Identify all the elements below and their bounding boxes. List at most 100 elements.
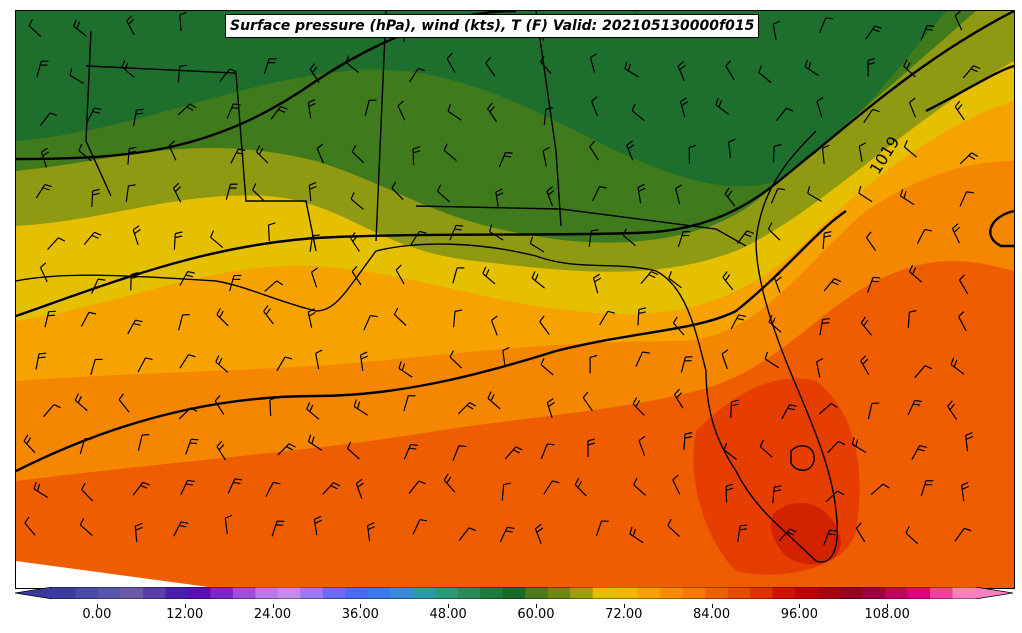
wind-barb: [539, 55, 552, 75]
colorbar-segment: [502, 587, 526, 599]
wind-barb: [778, 528, 797, 542]
wind-barb: [920, 24, 935, 41]
wind-barb: [804, 59, 819, 77]
wind-barb: [457, 402, 477, 415]
wind-barb: [277, 443, 296, 456]
wind-barb: [867, 57, 876, 77]
band-red: [770, 502, 841, 565]
wind-barb: [961, 481, 970, 502]
wind-barb: [366, 522, 376, 542]
wind-barb: [173, 231, 183, 250]
wind-barb: [353, 399, 368, 416]
wind-barb: [865, 25, 882, 40]
wind-barb: [962, 65, 981, 79]
lake-okeechobee: [790, 445, 815, 471]
wind-barb: [80, 311, 97, 327]
map-canvas: 1019: [16, 11, 1014, 588]
wind-barb: [855, 522, 866, 543]
wind-barb: [397, 100, 406, 121]
wind-barb: [772, 144, 782, 163]
wind-barb: [807, 186, 822, 202]
wind-barb: [210, 230, 224, 249]
wind-barb: [675, 184, 683, 205]
wind-barb: [263, 305, 274, 325]
wind-barb: [81, 482, 94, 502]
colorbar-segment: [817, 587, 841, 599]
wind-barb: [531, 271, 545, 289]
wind-barb: [90, 358, 103, 375]
wind-barb: [43, 404, 61, 418]
colorbar-segment: [750, 587, 774, 599]
wind-barb: [79, 438, 93, 455]
colorbar-segment: [907, 587, 931, 599]
colorbar-segment: [120, 587, 144, 599]
isobar: [16, 11, 1014, 318]
colorbar-segment: [75, 587, 99, 599]
wind-barb: [543, 107, 554, 125]
wind-barb: [180, 479, 195, 496]
wind-barb: [393, 307, 407, 326]
colorbar-tick: [799, 604, 801, 608]
wind-barb: [74, 393, 88, 412]
wind-barb: [69, 68, 85, 85]
colorbar-segment: [592, 587, 616, 599]
state-border: [85, 30, 112, 197]
isobar: [989, 209, 1014, 248]
wind-barb: [635, 351, 650, 367]
wind-barb: [363, 314, 378, 331]
wind-barb: [534, 523, 544, 544]
wind-barb: [546, 186, 555, 207]
wind-barb: [216, 307, 229, 327]
wind-barb: [725, 483, 734, 503]
wind-barb: [947, 400, 958, 420]
wind-barb: [403, 443, 418, 460]
wind-barb: [322, 482, 341, 495]
wind-barb: [959, 191, 974, 207]
wind-barb: [595, 520, 609, 537]
wind-barb: [903, 59, 916, 78]
wind-barb: [672, 474, 681, 495]
colorbar-tick: [360, 604, 362, 608]
wind-barb: [395, 264, 405, 285]
wind-barb: [727, 138, 736, 158]
colorbar-segment: [300, 587, 324, 599]
wind-barb: [723, 442, 738, 461]
wind-barb: [818, 403, 838, 415]
wind-barb: [127, 319, 143, 335]
wind-barb: [255, 145, 269, 164]
wind-barb: [134, 522, 143, 543]
wind-barb: [449, 224, 464, 241]
colorbar-segment: [255, 587, 279, 599]
colorbar-tick: [535, 604, 537, 608]
wind-barb: [588, 229, 599, 247]
wind-barb: [252, 183, 265, 202]
wind-barb: [443, 143, 457, 162]
wind-barb: [629, 526, 644, 544]
wind-barb: [482, 266, 496, 285]
band-white-corner: [16, 561, 216, 588]
wind-barb: [816, 96, 824, 117]
wind-barb: [490, 315, 498, 336]
wind-barb: [589, 354, 598, 374]
colorbar: [15, 587, 1013, 599]
wind-barb: [179, 11, 187, 31]
colorbar-segment: [840, 587, 864, 599]
wind-barb: [781, 404, 797, 419]
wind-barb: [775, 107, 794, 121]
wind-barb: [540, 443, 555, 460]
wind-barb: [351, 265, 362, 286]
wind-barb: [730, 314, 746, 330]
wind-barb: [502, 346, 510, 367]
colorbar-segment: [862, 587, 886, 599]
wind-barb: [35, 352, 47, 370]
wind-barb: [638, 435, 646, 456]
colorbar-segment: [727, 587, 751, 599]
wind-barb: [725, 60, 735, 81]
wind-barb: [624, 61, 640, 78]
title-box: Surface pressure (hPa), wind (kts), T (F…: [225, 14, 760, 38]
wind-barb: [86, 107, 102, 123]
wind-barb: [214, 395, 225, 415]
wind-barb: [126, 15, 135, 36]
wind-barb: [345, 55, 359, 73]
wind-barb: [965, 432, 974, 452]
